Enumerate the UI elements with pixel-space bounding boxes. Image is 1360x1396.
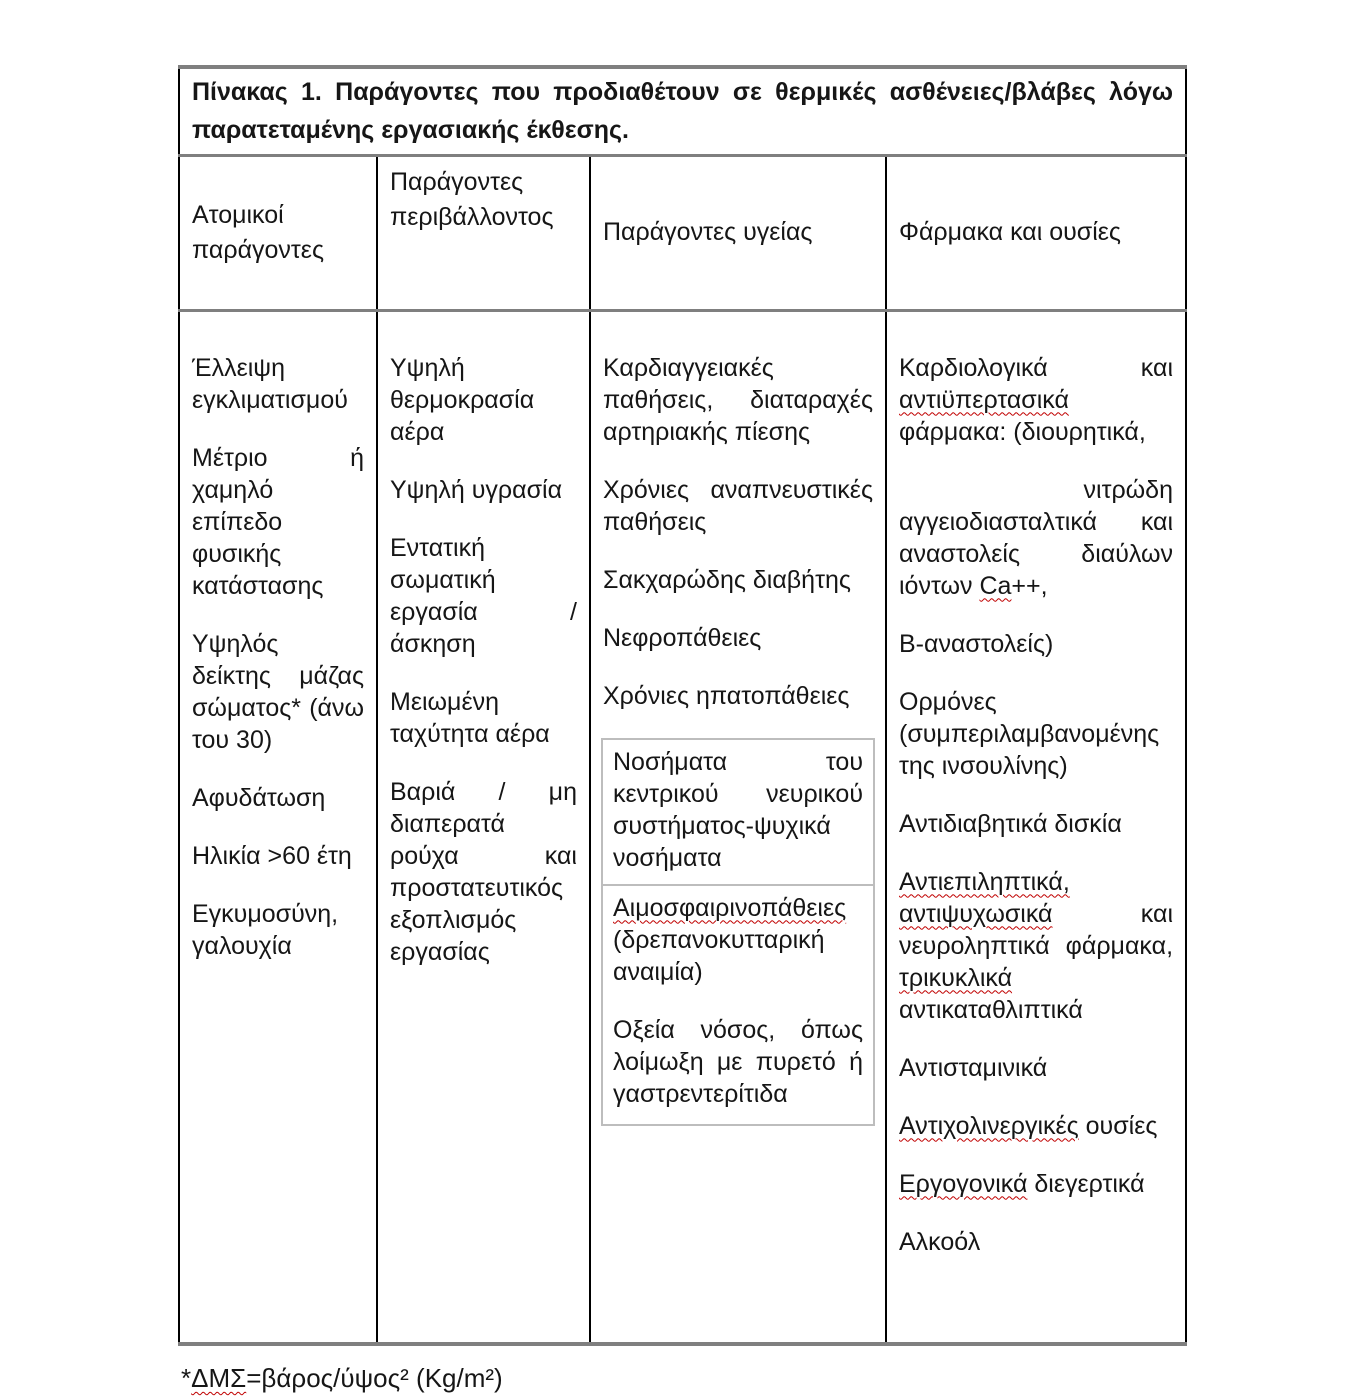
item-acute-illness: Οξεία νόσος, όπως λοίμωξη με πυρετό ή γα… xyxy=(613,1015,863,1108)
misspelled-word: Εργογονικά xyxy=(899,1169,1028,1198)
table-title: Πίνακας 1. Παράγοντες που προδιαθέτουν σ… xyxy=(192,78,1174,144)
item-acclimatization: Έλλειψη εγκλιματισμού xyxy=(192,353,348,414)
item-cns-diseases: Νοσήματα του κεντρικού νευρικού συστήματ… xyxy=(613,747,863,872)
item-pregnancy: Εγκυμοσύνη, γαλουχία xyxy=(192,899,339,960)
misspelled-word: Αντιεπιληπτικά, xyxy=(899,867,1070,896)
item-liver-disease: Χρόνιες ηπατοπάθειες xyxy=(603,681,850,710)
text-segment: φάρμακα: (διουρητικά, xyxy=(899,417,1146,446)
item-air-temperature: Υψηλή θερμοκρασία αέρα xyxy=(390,353,535,446)
factors-table: Πίνακας 1. Παράγοντες που προδιαθέτουν σ… xyxy=(177,65,1188,1346)
item-antiepileptic: Αντιεπιληπτικά, αντιψυχωσικά και νευρολη… xyxy=(899,866,1173,1026)
text-segment: Καρδιολογικά και xyxy=(899,353,1174,382)
misspelled-word: τρικυκλικά xyxy=(899,963,1013,992)
item-hemoglobinopathies: Αιμοσφαιρινοπάθειες (δρεπανοκυτταρική αν… xyxy=(613,892,863,988)
item-anticholinergic: Αντιχολινεργικές ουσίες xyxy=(899,1110,1173,1142)
item-ergogenic: Εργογονικά διεγερτικά xyxy=(899,1168,1173,1200)
text-segment: ++, xyxy=(1011,571,1048,600)
header-environment-factors: Παράγοντες περιβάλλοντος xyxy=(376,155,591,312)
header-individual-factors: Ατομικοί παράγοντες xyxy=(178,155,378,312)
item-age: Ηλικία >60 έτη xyxy=(192,841,352,870)
table-title-cell: Πίνακας 1. Παράγοντες που προδιαθέτουν σ… xyxy=(177,67,1188,157)
item-air-speed: Μειωμένη ταχύτητα αέρα xyxy=(390,687,550,748)
text-segment: αντικαταθλιπτικά xyxy=(899,995,1083,1024)
footnote-formula: =βάρος/ύψος² (Kg/m²) xyxy=(246,1363,503,1393)
item-antihistamines: Αντισταμινικά xyxy=(899,1053,1048,1082)
item-nephropathy: Νεφροπάθειες xyxy=(603,623,762,652)
cns-note-box: Νοσήματα του κεντρικού νευρικού συστήματ… xyxy=(601,737,875,886)
item-diabetes: Σακχαρώδης διαβήτης xyxy=(603,565,851,594)
text-segment: διεγερτικά xyxy=(1027,1169,1145,1198)
misspelled-word: Ca xyxy=(979,571,1012,600)
text-segment: και νευροληπτικά φάρμακα, xyxy=(899,899,1174,960)
text-segment: (δρεπανοκυτταρική αναιμία) xyxy=(613,925,825,986)
right-aligned-word: νιτρώδη xyxy=(1083,475,1174,504)
item-cardiovascular: Καρδιαγγειακές παθήσεις, διαταραχές αρτη… xyxy=(603,353,873,446)
cell-health-factors: Καρδιαγγειακές παθήσεις, διαταραχές αρτη… xyxy=(589,310,887,1344)
cell-drugs-substances: Καρδιολογικά και αντιϋπερτασικά φάρμακα:… xyxy=(884,310,1188,1344)
cell-environment-factors: Υψηλή θερμοκρασία αέρα Υψηλή υγρασία Εντ… xyxy=(376,310,591,1344)
table-header-row: Ατομικοί παράγοντες Παράγοντες περιβάλλο… xyxy=(178,155,1188,312)
item-fitness-level: Μέτριο ή χαμηλό επίπεδο φυσικής κατάστασ… xyxy=(192,443,364,600)
text-segment: αγγειοδιασταλτικά και αναστολείς διαύλων… xyxy=(899,507,1174,600)
item-humidity: Υψηλή υγρασία xyxy=(390,475,563,504)
text-segment: ουσίες xyxy=(1078,1111,1158,1140)
header-label: Ατομικοί παράγοντες xyxy=(192,200,324,264)
item-alcohol: Αλκοόλ xyxy=(899,1227,981,1256)
item-dehydration: Αφυδάτωση xyxy=(192,783,326,812)
item-respiratory: Χρόνιες αναπνευστικές παθήσεις xyxy=(603,475,873,536)
footnote-asterisk: * xyxy=(181,1363,192,1393)
item-vasodilators: νιτρώδη αγγειοδιασταλτικά και αναστολείς … xyxy=(899,474,1173,602)
item-beta-blockers: Β-αναστολείς) xyxy=(899,629,1054,658)
cell-individual-factors: Έλλειψη εγκλιματισμού Μέτριο ή χαμηλό επ… xyxy=(178,310,378,1344)
item-clothing-equipment: Βαριά / μη διαπερατά ρούχα και προστατευ… xyxy=(390,777,577,966)
item-intense-work: Εντατική σωματική εργασία / άσκηση xyxy=(390,533,577,658)
item-hormones: Ορμόνες (συμπεριλαμβανομένης της ινσουλί… xyxy=(899,687,1160,780)
item-antidiabetic: Αντιδιαβητικά δισκία xyxy=(899,809,1122,838)
misspelled-word: αντιϋπερτασικά xyxy=(899,385,1069,414)
table-title-row: Πίνακας 1. Παράγοντες που προδιαθέτουν σ… xyxy=(177,67,1188,157)
header-label: Παράγοντες υγείας xyxy=(603,218,813,246)
header-drugs-substances: Φάρμακα και ουσίες xyxy=(884,155,1188,312)
table-footnote: *ΔΜΣ=βάρος/ύψος² (Kg/m²) xyxy=(181,1362,503,1394)
header-label: Παράγοντες περιβάλλοντος xyxy=(390,167,554,231)
header-health-factors: Παράγοντες υγείας xyxy=(589,155,887,312)
misspelled-word: Αιμοσφαιρινοπάθειες xyxy=(613,893,847,922)
table-body-row: Έλλειψη εγκλιματισμού Μέτριο ή χαμηλό επ… xyxy=(178,310,1188,1344)
misspelled-word: αντιψυχωσικά xyxy=(899,899,1053,928)
hemoglobin-note-box: Αιμοσφαιρινοπάθειες (δρεπανοκυτταρική αν… xyxy=(601,885,875,1126)
item-cardiologic-drugs: Καρδιολογικά και αντιϋπερτασικά φάρμακα:… xyxy=(899,352,1173,448)
header-label: Φάρμακα και ουσίες xyxy=(899,218,1121,246)
misspelled-word: Αντιχολινεργικές xyxy=(899,1111,1079,1140)
item-bmi: Υψηλός δείκτης μάζας σώματος* (άνω του 3… xyxy=(192,629,364,754)
misspelled-word: ΔΜΣ xyxy=(191,1363,247,1393)
